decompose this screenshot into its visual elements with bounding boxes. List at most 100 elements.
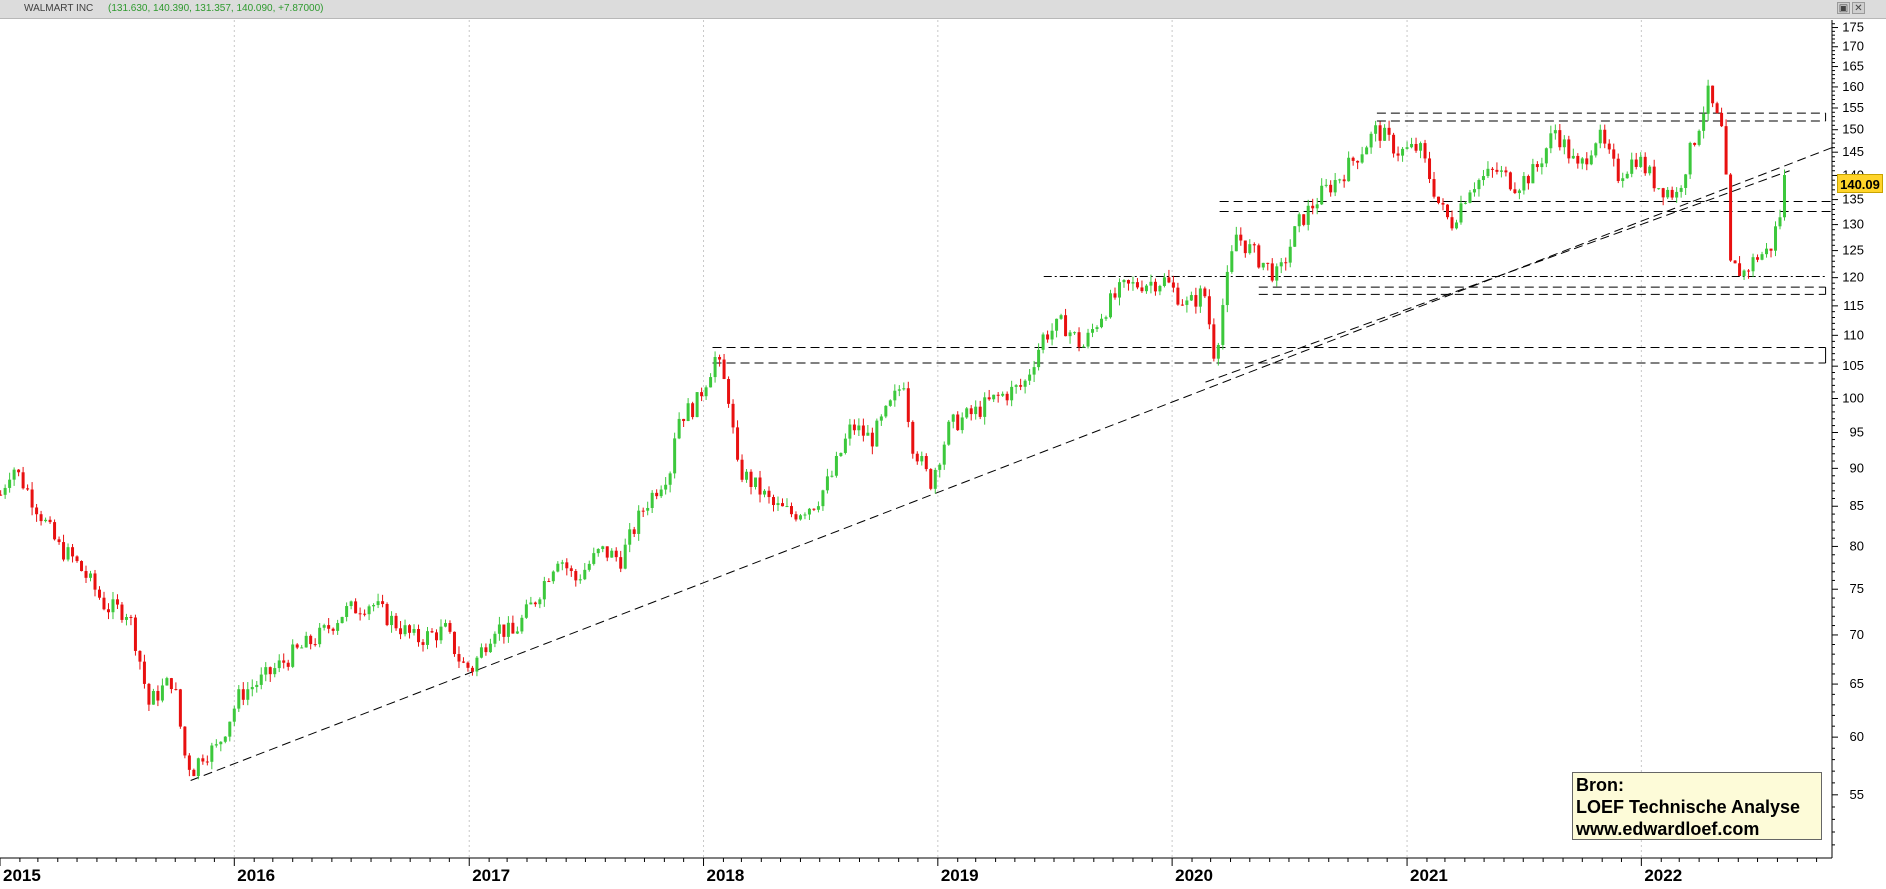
candle-body (574, 571, 578, 581)
candle-body (80, 561, 84, 572)
candle-body (1162, 277, 1166, 286)
candle-body (915, 453, 919, 462)
candle-body (479, 647, 483, 658)
candle-body (1639, 156, 1643, 167)
candle-body (268, 667, 272, 675)
candle-body (502, 624, 506, 637)
candle-body (1684, 174, 1688, 188)
candle-body (551, 571, 555, 582)
candle-body (497, 624, 501, 634)
candle-body (1675, 191, 1679, 198)
candle-body (354, 601, 358, 614)
candle-body (1594, 143, 1598, 156)
candle-body (601, 546, 605, 549)
candle-body (17, 469, 21, 473)
y-tick-label: 75 (1850, 581, 1864, 596)
candle-body (129, 616, 133, 618)
candle-body (192, 769, 196, 777)
candle-body (1347, 157, 1351, 182)
restore-icon[interactable]: ▣ (1837, 2, 1850, 14)
y-tick-label: 85 (1850, 498, 1864, 513)
candle-body (1010, 386, 1014, 401)
candle-body (1621, 178, 1625, 182)
candle-body (578, 579, 582, 581)
candle-body (1544, 148, 1548, 164)
candle-body (992, 394, 996, 400)
candle-body (53, 522, 57, 540)
y-tick-label: 155 (1842, 100, 1864, 115)
candle-body (1428, 158, 1432, 180)
candle-body (1100, 318, 1104, 328)
candle-body (142, 661, 146, 684)
candle-body (1481, 176, 1485, 181)
source-name: LOEF Technische Analyse (1576, 797, 1801, 817)
candle-body (1742, 270, 1746, 277)
candle-body (1108, 293, 1112, 318)
candle-body (1261, 262, 1265, 268)
candle-body (66, 547, 70, 560)
candle-body (1774, 226, 1778, 251)
candle-body (376, 601, 380, 606)
trendline (190, 147, 1833, 781)
candle-body (529, 602, 533, 605)
candle-body (1661, 188, 1665, 198)
candle-body (1095, 327, 1099, 330)
candle-body (1419, 143, 1423, 151)
candle-body (830, 475, 834, 477)
candle-body (115, 599, 119, 605)
candle-body (659, 489, 663, 497)
candle-body (1562, 139, 1566, 148)
candle-body (789, 506, 793, 515)
candle-body (1243, 240, 1247, 254)
candle-body (439, 626, 443, 641)
candle-body (291, 644, 295, 667)
candle-body (390, 615, 394, 626)
candle-body (399, 628, 403, 635)
axis-layer: 55 60 65 70 75 80 85 90 95 100 105 110 115 120 125 130 1… (0, 20, 1864, 885)
candle-body (736, 427, 740, 460)
candle-body (340, 616, 344, 624)
x-tick-label: 2022 (1644, 866, 1682, 885)
candle-body (165, 678, 169, 686)
candle-body (304, 635, 308, 648)
candle-body (201, 758, 205, 762)
candle-body (1540, 163, 1544, 168)
candle-body (1720, 112, 1724, 127)
candle-body (1450, 217, 1454, 229)
candle-body (1378, 125, 1382, 141)
candle-body (776, 503, 780, 506)
candle-body (1333, 180, 1337, 193)
y-tick-label: 135 (1842, 192, 1864, 207)
candle-body (897, 389, 901, 391)
candle-body (1724, 126, 1728, 175)
candle-body (178, 689, 182, 727)
candle-body (605, 546, 609, 558)
candle-body (1032, 367, 1036, 375)
candle-body (102, 597, 106, 610)
candle-body (1693, 142, 1697, 145)
candle-body (470, 667, 474, 672)
candle-body (628, 529, 632, 545)
candle-body (1598, 129, 1602, 144)
candle-body (309, 635, 313, 645)
candle-body (187, 755, 191, 770)
close-icon[interactable]: ✕ (1852, 2, 1865, 14)
candle-body (1459, 203, 1463, 223)
candle-body (1738, 263, 1742, 277)
candle-body (259, 674, 263, 685)
candle-body (1733, 260, 1737, 264)
candle-body (834, 455, 838, 476)
candle-body (461, 661, 465, 663)
y-tick-label: 80 (1850, 538, 1864, 553)
candle-body (763, 490, 767, 495)
candle-body (12, 469, 16, 480)
candle-body (21, 472, 25, 489)
candle-body (924, 456, 928, 470)
candle-body (318, 627, 322, 645)
candle-body (852, 424, 856, 431)
candle-body (942, 444, 946, 465)
candle-body (1019, 385, 1023, 387)
candle-body (1356, 160, 1360, 163)
candle-body (794, 514, 798, 520)
candle-body (718, 357, 722, 360)
